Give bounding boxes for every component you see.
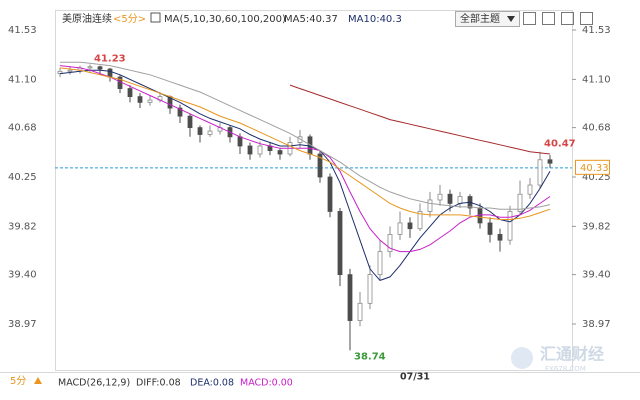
y-tick-label: 41.10	[8, 74, 37, 85]
y-tick-label: 40.25	[582, 172, 611, 183]
y-tick-label: 38.97	[8, 319, 37, 330]
candle-body	[87, 66, 93, 69]
candle-body	[397, 222, 403, 235]
macd-label: DIFF:0.08	[136, 378, 181, 389]
y-tick-label: 39.40	[8, 270, 37, 281]
toolbar	[523, 12, 593, 25]
y-tick-label: 40.68	[8, 123, 37, 134]
watermark: 汇通财经 FX678.COM	[511, 345, 604, 373]
plot-frame	[55, 10, 573, 371]
tool-icon[interactable]	[580, 12, 593, 25]
y-tick-label: 39.40	[582, 270, 611, 281]
last-price-box	[575, 159, 610, 175]
candle-body	[97, 66, 103, 70]
candle-body	[367, 274, 373, 304]
y-tick-label: 39.82	[582, 221, 611, 232]
candle-body	[277, 150, 283, 155]
period-selector[interactable]: 5分	[10, 375, 26, 387]
candle-body	[517, 193, 523, 212]
candle-body	[357, 302, 363, 321]
ma-line	[59, 65, 551, 253]
candle-body	[347, 274, 353, 321]
watermark-logo	[511, 347, 533, 369]
watermark-text: 汇通财经	[540, 345, 604, 364]
y-tick-label: 39.82	[8, 221, 37, 232]
candle-body	[317, 153, 323, 178]
candle-body	[257, 145, 263, 155]
candle-body	[447, 193, 453, 204]
candle-body	[67, 69, 73, 72]
y-tick-label: 41.53	[582, 25, 611, 36]
y-tick-label: 38.97	[582, 319, 611, 330]
last-price-label: 40.33	[580, 163, 609, 174]
candle-body	[507, 211, 513, 241]
candle-body	[127, 88, 133, 98]
candle-body	[177, 107, 183, 117]
candle-body	[537, 159, 543, 186]
candle-body	[57, 70, 63, 75]
tool-icon[interactable]	[542, 12, 555, 25]
ma-line	[59, 69, 551, 281]
ma-line	[59, 67, 551, 220]
candle-body	[207, 130, 213, 135]
y-tick-label: 41.53	[8, 25, 37, 36]
price-annotation: 40.47	[544, 139, 576, 150]
candle-body	[437, 193, 443, 201]
candle-body	[487, 222, 493, 235]
macd-label: MACD(26,12,9)	[58, 378, 130, 389]
price-annotation: 38.74	[354, 351, 386, 362]
macd-label: MACD:0.00	[240, 378, 293, 389]
candle-body	[237, 136, 243, 147]
candle-body	[387, 234, 393, 253]
candle-body	[527, 184, 533, 195]
theme-button[interactable]: 全部主题	[455, 11, 520, 27]
candle-body	[457, 196, 463, 204]
chart-title: 美原油连续	[62, 12, 112, 25]
ma-line	[289, 84, 551, 155]
candle-body	[147, 99, 153, 103]
candle-body	[377, 251, 383, 276]
indicator: MA(5,10,30,60,100,200)	[164, 14, 286, 25]
candle-body	[497, 234, 503, 241]
candle-body	[197, 127, 203, 135]
indicator-icon[interactable]	[150, 12, 161, 23]
candle-body	[427, 199, 433, 212]
y-tick-label: 40.25	[8, 172, 37, 183]
y-tick-label: 41.10	[582, 74, 611, 85]
watermark-url: FX678.COM	[545, 365, 586, 373]
candle-body	[107, 68, 113, 78]
dropdown-arrow[interactable]	[507, 16, 515, 22]
macd-label: DEA:0.08	[190, 378, 234, 389]
price-annotation: 41.23	[94, 53, 126, 64]
period: <5分>	[113, 13, 146, 25]
legend-item: MA10:40.3	[348, 14, 402, 25]
candle-body	[327, 176, 333, 212]
candle-body	[407, 222, 413, 230]
candle-body	[137, 96, 143, 103]
tool-icon[interactable]	[561, 12, 574, 25]
candle-body	[187, 115, 193, 129]
candle-body	[247, 145, 253, 155]
y-tick-label: 40.68	[582, 123, 611, 134]
x-label: 07/31	[400, 372, 430, 383]
ma-line	[60, 61, 551, 210]
button-label[interactable]: 全部主题	[460, 12, 500, 25]
candle-body	[337, 211, 343, 276]
button-frame[interactable]	[455, 11, 520, 27]
candle-body	[547, 159, 553, 164]
tool-icon[interactable]	[523, 12, 536, 25]
legend-item: MA5:40.37	[284, 14, 338, 25]
candle-body	[417, 211, 423, 230]
selector-arrow[interactable]	[34, 377, 42, 384]
